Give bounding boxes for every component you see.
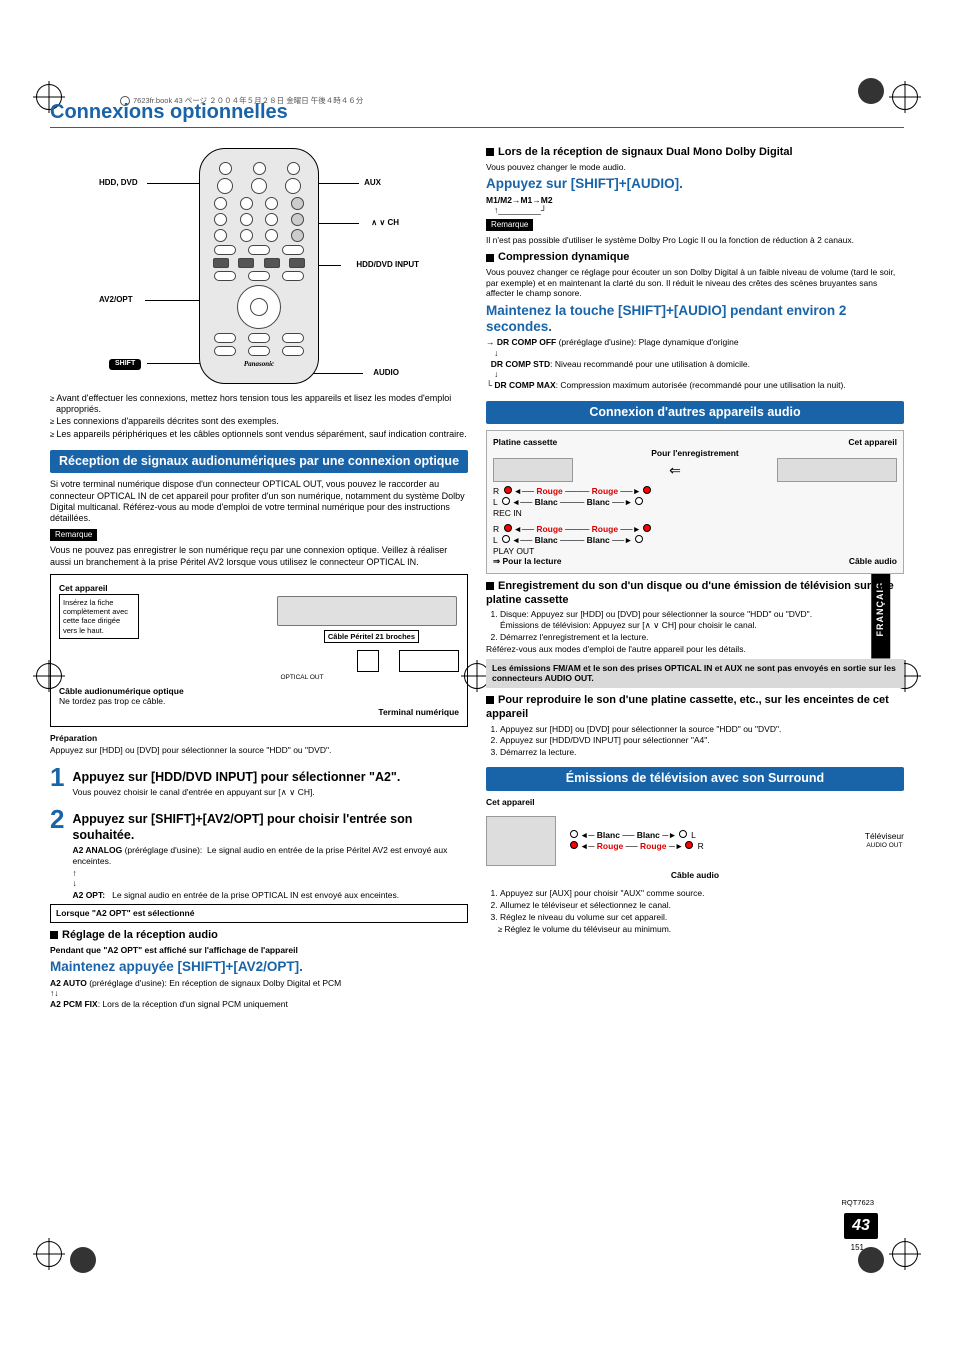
step1-title: Appuyez sur [HDD/DVD INPUT] pour sélecti…: [72, 770, 468, 786]
tv-steps: Appuyez sur [AUX] pour choisir "AUX" com…: [500, 888, 904, 922]
intro-bullet: Avant d'effectuer les connexions, mettez…: [56, 393, 468, 416]
section-optical-body: Si votre terminal numérique dispose d'un…: [50, 479, 468, 524]
list-item: Démarrez l'enregistrement et la lecture.: [500, 632, 904, 643]
step-1: 1 Appuyez sur [HDD/DVD INPUT] pour sélec…: [50, 764, 468, 798]
register-mark-bl: [36, 1241, 62, 1267]
referez: Référez-vous aux modes d'emploi de l'aut…: [486, 644, 904, 655]
reglage-title: Réglage de la réception audio: [50, 929, 468, 943]
label-hdd-dvd-input: HDD/DVD INPUT: [356, 260, 419, 270]
page-title: Connexions optionnelles: [50, 100, 904, 125]
dual-mono-title: Lors de la réception de signaux Dual Mon…: [486, 146, 904, 160]
page-number: 43: [844, 1213, 878, 1239]
m-chain: M1/M2→M1→M2: [486, 195, 904, 206]
diag3-audio-out: AUDIO OUT: [865, 842, 904, 850]
diagram-tv: ◄─ Blanc ── Blanc ─► L ◄─ Rouge ── Rouge…: [486, 812, 904, 885]
list-item: Appuyez sur [HDD] ou [DVD] pour sélectio…: [500, 724, 904, 735]
list-item: Réglez le niveau du volume sur cet appar…: [500, 912, 904, 923]
title-rule: [50, 127, 904, 128]
diag1-peritel: Câble Péritel 21 broches: [324, 630, 419, 643]
left-column: HDD, DVD AUX ∧ ∨ CH HDD/DVD INPUT AV2/OP…: [50, 140, 468, 1009]
enreg-title: Enregistrement du son d'un disque ou d'u…: [486, 580, 904, 608]
diag3-cable: Câble audio: [486, 870, 904, 881]
remote-diagram: HDD, DVD AUX ∧ ∨ CH HDD/DVD INPUT AV2/OP…: [99, 140, 419, 392]
diag3-row-r: ◄─ Rouge ── Rouge ─► R: [568, 841, 853, 852]
remote-brand: Panasonic: [208, 360, 310, 369]
label-audio: AUDIO: [373, 368, 399, 378]
diag2-cable: Câble audio: [849, 556, 897, 567]
diag3-tv: Téléviseur: [865, 831, 904, 842]
diagram-optical: Cet appareil Insérez la fiche complèteme…: [50, 574, 468, 727]
diag2-platine: Platine cassette: [493, 437, 557, 448]
reprod-title: Pour reproduire le son d'une platine cas…: [486, 694, 904, 722]
label-ch: ∧ ∨ CH: [371, 218, 399, 228]
diag3-cet-appareil: Cet appareil: [486, 797, 904, 808]
remark-label: Remarque: [486, 219, 533, 231]
diag2-row-l: L ◄── Blanc ──── Blanc ──►: [493, 497, 897, 508]
label-av2-opt: AV2/OPT: [99, 295, 133, 305]
diag2-lecture: ⇒ Pour la lecture: [493, 556, 562, 567]
a2-analog: A2 ANALOG (préréglage d'usine): Le signa…: [72, 845, 468, 866]
diag1-cable-optique: Câble audionumérique optique: [59, 686, 459, 697]
diag2-row-r2: R ◄── Rouge ──── Rouge ──►: [493, 524, 897, 535]
remark-label: Remarque: [50, 529, 97, 541]
label-hdd-dvd: HDD, DVD: [99, 178, 138, 188]
list-item: Appuyez sur [AUX] pour choisir "AUX" com…: [500, 888, 904, 899]
section-optical-remark: Vous ne pouvez pas enregistrer le son nu…: [50, 545, 468, 568]
dr-max: └ DR COMP MAX: Compression maximum autor…: [486, 380, 904, 391]
remote-control-graphic: Panasonic: [199, 148, 319, 384]
right-column: Lors de la réception de signaux Dual Mon…: [486, 140, 904, 1009]
rqt-code: RQT7623: [841, 1198, 874, 1207]
compression-body: Vous pouvez changer ce réglage pour écou…: [486, 267, 904, 299]
diag1-terminal: Terminal numérique: [59, 707, 459, 718]
preparation-text: Appuyez sur [HDD] ou [DVD] pour sélectio…: [50, 745, 468, 756]
lorsque-box: Lorsque "A2 OPT" est sélectionné: [50, 904, 468, 923]
a2-pcm: A2 PCM FIX: Lors de la réception d'un si…: [50, 999, 468, 1010]
diag3-row-l: ◄─ Blanc ── Blanc ─► L: [568, 830, 853, 841]
dual-mono-sub: Vous pouvez changer le mode audio.: [486, 162, 904, 173]
dr-std: DR COMP STD: Niveau recommandé pour une …: [486, 359, 904, 370]
appuyez-audio: Appuyez sur [SHIFT]+[AUDIO].: [486, 176, 904, 192]
tv-sub: Réglez le volume du téléviseur au minimu…: [504, 924, 904, 935]
dr-off: → DR COMP OFF (préréglage d'usine): Plag…: [486, 337, 904, 348]
list-item: Allumez le téléviseur et sélectionnez le…: [500, 900, 904, 911]
diag2-enreg: Pour l'enregistrement: [493, 448, 897, 459]
maintenez2: Maintenez la touche [SHIFT]+[AUDIO] pend…: [486, 303, 904, 335]
section-tv-surround-title: Émissions de télévision avec son Surroun…: [486, 767, 904, 791]
step1-sub: Vous pouvez choisir le canal d'entrée en…: [72, 787, 468, 798]
diag2-recin: REC IN: [493, 508, 897, 519]
compression-title: Compression dynamique: [486, 251, 904, 265]
list-item: Disque: Appuyez sur [HDD] ou [DVD] pour …: [500, 609, 904, 630]
diag2-row-r: R ◄── Rouge ──── Rouge ──►: [493, 486, 897, 497]
diag1-ne-tordez: Ne tordez pas trop ce câble.: [59, 696, 459, 707]
diagram-cassette: Platine cassette Cet appareil Pour l'enr…: [486, 430, 904, 574]
m-remark: Il n'est pas possible d'utiliser le syst…: [486, 235, 904, 246]
preparation-label: Préparation: [50, 733, 468, 744]
register-mark-br: [892, 1241, 918, 1267]
enreg-steps: Disque: Appuyez sur [HDD] ou [DVD] pour …: [500, 609, 904, 642]
step2-title: Appuyez sur [SHIFT]+[AV2/OPT] pour chois…: [72, 812, 468, 843]
corner-emblem: [70, 1247, 96, 1273]
intro-bullet: Les appareils périphériques et les câble…: [56, 429, 468, 440]
maintenez-title: Maintenez appuyée [SHIFT]+[AV2/OPT].: [50, 959, 468, 975]
label-shift: SHIFT: [109, 358, 141, 370]
diag1-optical-out: OPTICAL OUT: [280, 674, 323, 681]
diag1-cet-appareil: Cet appareil: [59, 583, 459, 594]
step-2: 2 Appuyez sur [SHIFT]+[AV2/OPT] pour cho…: [50, 806, 468, 900]
diag2-row-l2: L ◄── Blanc ──── Blanc ──►: [493, 535, 897, 546]
section-other-audio-title: Connexion d'autres appareils audio: [486, 401, 904, 425]
grey-note: Les émissions FM/AM et le son des prises…: [486, 659, 904, 688]
diag2-playout: PLAY OUT: [493, 546, 897, 557]
reprod-steps: Appuyez sur [HDD] ou [DVD] pour sélectio…: [500, 724, 904, 758]
label-aux: AUX: [364, 178, 381, 188]
list-item: Démarrez la lecture.: [500, 747, 904, 758]
a2-opt: A2 OPT: Le signal audio en entrée de la …: [72, 890, 468, 901]
a2-auto: A2 AUTO (préréglage d'usine): En récepti…: [50, 978, 468, 989]
diag2-cet-appareil: Cet appareil: [848, 437, 897, 448]
folio-number: 151: [851, 1243, 864, 1253]
pendant-text: Pendant que "A2 OPT" est affiché sur l'a…: [50, 945, 468, 956]
diag1-insert-text: Insérez la fiche complètement avec cette…: [59, 594, 139, 640]
list-item: Appuyez sur [HDD/DVD INPUT] pour sélecti…: [500, 735, 904, 746]
intro-bullet: Les connexions d'appareils décrites sont…: [56, 416, 468, 427]
section-optical-title: Réception de signaux audionumériques par…: [50, 450, 468, 474]
